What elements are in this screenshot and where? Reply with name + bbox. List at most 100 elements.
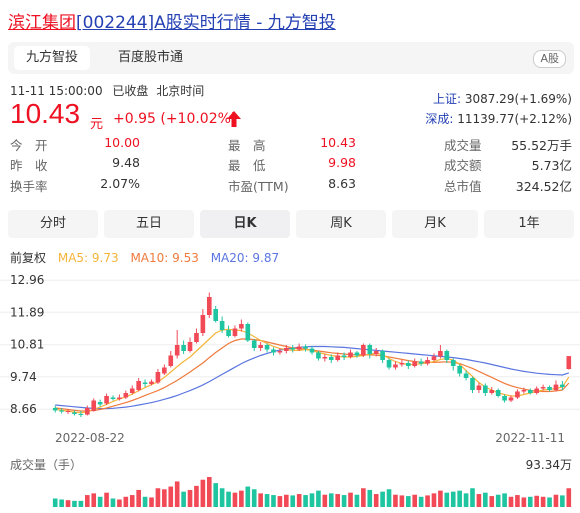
y-tick-label: 11.89 [10,305,44,319]
candle [553,384,559,390]
volume-bar [123,496,129,507]
volume-label: 成交量（手） [10,458,83,472]
y-tick-label: 9.74 [10,370,37,384]
candle [508,397,514,401]
y-tick-label: 8.66 [10,402,37,416]
period-tab-daily-k[interactable]: 日K [200,210,290,238]
index-shanghai[interactable]: 上证: 3087.29(+1.69%) [433,90,572,107]
candle [534,388,540,393]
volume-bar [78,500,84,507]
volume-bar [91,493,97,507]
stat-value: 8.63 [328,176,356,191]
tab-baidu-stock[interactable]: 百度股市通 [118,50,184,65]
candle [245,324,251,341]
volume-bar [219,488,225,507]
tab-jiufang[interactable]: 九方智投 [14,46,91,70]
candle [354,352,360,356]
volume-bar [405,496,411,507]
ma5-value: MA5: 9.73 [57,251,119,265]
candle [284,348,289,351]
candle [149,381,154,384]
stock-name-link[interactable]: 滨江集团 [8,13,76,33]
volume-bar [399,495,405,507]
candle [489,390,495,393]
candle [194,333,199,342]
volume-bar [181,491,186,507]
candle [341,355,347,357]
candle [123,393,129,398]
volume-bar [322,494,328,507]
candle [65,411,71,412]
period-tab-monthly-k[interactable]: 月K [392,210,478,238]
volume-bar [476,494,482,507]
market-tag: A股 [533,50,566,68]
candle [136,381,141,390]
volume-bar [502,493,507,507]
volume-bar [296,494,302,507]
volume-bar [463,493,469,507]
candle [168,355,174,366]
source-tab-bar: 九方智投 百度股市通 A股 [8,42,574,74]
period-tab-weekly-k[interactable]: 周K [296,210,386,238]
y-tick-label: 10.81 [10,338,44,352]
volume-bar [425,495,430,507]
volume-bar [174,481,180,507]
volume-bar [168,486,174,507]
volume-bar [547,497,552,507]
candle [251,340,257,348]
candle [476,385,482,390]
quote-meta: 11-11 15:00:00 已收盘 北京时间 [10,82,204,99]
candle [129,388,135,393]
price-unit: 元 [90,117,104,132]
candle [470,378,475,390]
stat-label: 最 低 [228,158,266,173]
volume-bar [110,498,116,507]
candle [380,351,385,360]
candle [117,397,122,399]
candle [206,297,212,315]
candle [540,387,546,389]
candle [515,391,520,398]
candle [213,309,219,321]
candle [450,360,456,366]
kline-chart[interactable]: 12.96 11.89 10.81 9.74 8.66 2022-08-22 2022-11… [0,265,580,513]
index-shenzhen[interactable]: 深成: 11139.77(+2.12%) [425,110,572,127]
volume-bar [495,494,501,507]
candle [72,412,77,414]
volume-bar [226,491,231,507]
volume-bar [59,499,64,507]
candle [405,363,411,366]
volume-bar [444,492,450,507]
volume-bar [271,495,276,507]
volume-bar [412,494,418,507]
volume-bar [328,493,334,507]
volume-bar [136,489,141,507]
page-title-link[interactable]: [002244]A股实时行情 - 九方智投 [76,13,336,33]
volume-bar [566,488,572,507]
candle [271,349,276,353]
period-tab-1year[interactable]: 1年 [484,210,574,238]
candle [566,356,572,369]
candle [239,324,244,329]
index-value: 3087.29(+1.69%) [464,92,572,106]
candle [142,382,148,384]
candle [348,352,353,357]
volume-bar [200,479,206,507]
ma20-value: MA20: 9.87 [210,251,280,265]
period-tab-intraday[interactable]: 分时 [8,210,98,238]
volume-bar [457,490,462,507]
stat-value: 2.07% [100,176,140,191]
adjust-mode[interactable]: 前复权 [10,251,47,265]
candle [155,372,161,383]
volume-bar [393,494,398,507]
volume-bar [239,490,244,507]
current-price: 10.43 [10,98,81,129]
volume-bar [380,491,385,507]
volume-bar [515,495,520,507]
candle [328,357,334,360]
volume-max: 93.34万 [525,458,572,472]
volume-bar [373,494,379,507]
candle [431,356,437,360]
x-axis-label: 2022-08-22 [55,431,125,445]
period-tab-5day[interactable]: 五日 [104,210,194,238]
